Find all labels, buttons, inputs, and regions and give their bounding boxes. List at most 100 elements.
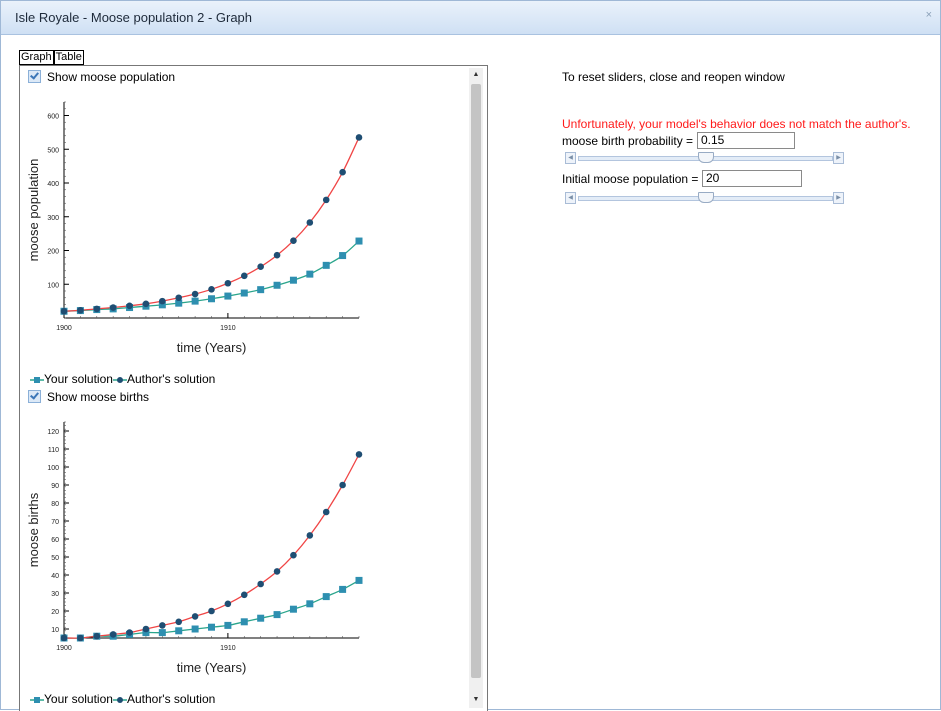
- slider-thumb[interactable]: [697, 152, 714, 163]
- author-solution-point: [273, 568, 281, 575]
- show-population-label: Show moose population: [47, 70, 176, 84]
- author-solution-point: [93, 305, 101, 313]
- y-tick-label: 80: [51, 501, 59, 508]
- author-solution-point: [77, 634, 84, 642]
- y-tick-label: 50: [51, 555, 59, 562]
- your-solution-point: [355, 576, 363, 584]
- your-solution-point: [208, 295, 215, 303]
- show-population-toggle[interactable]: Show moose population: [28, 70, 175, 84]
- x-axis-label: time (Years): [177, 340, 247, 355]
- y-tick-label: 600: [47, 114, 59, 121]
- slider-right-icon[interactable]: ▶: [833, 152, 844, 164]
- your-solution-point: [257, 286, 265, 294]
- births-legend: Your solution Author's solution: [30, 692, 215, 706]
- author-solution-point: [191, 613, 199, 620]
- author-solution-point: [77, 306, 84, 314]
- author-solution-swatch: [112, 377, 127, 383]
- author-solution-point: [60, 634, 68, 642]
- y-tick-label: 200: [47, 249, 59, 256]
- x-tick-label: 1900: [56, 645, 72, 652]
- scroll-thumb[interactable]: [471, 84, 481, 678]
- author-solution-point: [175, 294, 183, 302]
- slider-right-icon[interactable]: ▶: [833, 192, 844, 204]
- y-tick-label: 100: [47, 282, 59, 289]
- y-tick-label: 500: [47, 147, 59, 154]
- legend-your-solution: Your solution: [44, 692, 113, 706]
- vertical-scrollbar[interactable]: ▲ ▼: [469, 68, 483, 708]
- your-solution-point: [240, 618, 248, 626]
- x-tick-label: 1910: [220, 325, 236, 332]
- author-solution-point: [355, 134, 363, 141]
- x-tick-label: 1900: [56, 325, 72, 332]
- author-solution-point: [273, 251, 281, 259]
- slider-left-icon[interactable]: ◀: [565, 192, 576, 204]
- slider-left-icon[interactable]: ◀: [565, 152, 576, 164]
- your-solution-point: [289, 276, 297, 284]
- your-solution-swatch: [30, 377, 44, 383]
- author-solution-point: [175, 618, 183, 626]
- y-tick-label: 10: [51, 627, 59, 634]
- y-tick-label: 20: [51, 609, 59, 616]
- graph-panel: [19, 65, 488, 711]
- author-solution-point: [322, 196, 330, 204]
- initial-population-label: Initial moose population =: [562, 172, 699, 186]
- window-title: Isle Royale - Moose population 2 - Graph: [15, 10, 253, 25]
- births-chart: 10 20 30 40 50 60 70 80 90 100 110 120 1900 1910 time …: [28, 421, 363, 675]
- population-chart: 100 200 300 400 500 600 1900 1910 time (Years) mo…: [28, 101, 363, 355]
- author-solution-point: [208, 286, 215, 293]
- close-icon[interactable]: ×: [925, 9, 932, 21]
- y-tick-label: 70: [51, 519, 59, 526]
- author-solution-point: [142, 300, 150, 308]
- your-solution-point: [322, 593, 330, 601]
- your-solution-swatch: [30, 697, 44, 703]
- your-solution-point: [142, 629, 150, 637]
- author-solution-point: [159, 297, 166, 305]
- author-solution-point: [93, 632, 101, 640]
- your-solution-point: [289, 605, 297, 613]
- checkbox-icon[interactable]: [28, 390, 41, 403]
- author-solution-point: [240, 272, 248, 280]
- y-tick-label: 90: [51, 483, 59, 490]
- author-solution-point: [224, 600, 232, 608]
- author-solution-point: [257, 263, 264, 270]
- scroll-down-icon[interactable]: ▼: [472, 696, 480, 703]
- author-solution-point: [290, 551, 297, 559]
- title-bar[interactable]: Isle Royale - Moose population 2 - Graph…: [1, 1, 940, 35]
- your-solution-point: [306, 600, 314, 608]
- y-tick-label: 40: [51, 573, 59, 580]
- your-solution-point: [306, 270, 314, 278]
- author-solution-point: [306, 219, 314, 226]
- scroll-up-icon[interactable]: ▲: [472, 71, 480, 78]
- author-solution-point: [355, 451, 363, 458]
- tab-table[interactable]: Table: [53, 50, 84, 65]
- author-solution-point: [290, 237, 297, 245]
- slider-thumb[interactable]: [697, 192, 714, 203]
- your-solution-point: [257, 614, 265, 622]
- birth-probability-slider[interactable]: ◀ ▶: [565, 152, 844, 164]
- y-tick-label: 120: [47, 429, 59, 436]
- y-tick-label: 100: [47, 465, 59, 472]
- author-solution-point: [306, 532, 314, 539]
- author-solution-point: [208, 607, 215, 615]
- your-solution-point: [355, 237, 363, 245]
- your-solution-point: [175, 627, 183, 635]
- author-solution-point: [126, 302, 133, 310]
- checkbox-icon[interactable]: [28, 70, 41, 83]
- author-solution-point: [191, 290, 199, 298]
- initial-population-slider[interactable]: ◀ ▶: [565, 192, 844, 204]
- x-tick-label: 1910: [220, 645, 236, 652]
- your-solution-point: [224, 621, 232, 629]
- author-solution-point: [159, 622, 166, 629]
- y-tick-label: 400: [47, 181, 59, 188]
- initial-population-input[interactable]: 20: [702, 170, 802, 187]
- your-solution-point: [240, 289, 248, 297]
- y-tick-label: 30: [51, 591, 59, 598]
- your-solution-point: [224, 292, 232, 300]
- your-solution-point: [273, 611, 281, 619]
- y-tick-label: 60: [51, 537, 59, 544]
- your-solution-point: [175, 299, 183, 307]
- birth-probability-input[interactable]: 0.15: [697, 132, 795, 149]
- show-births-toggle[interactable]: Show moose births: [28, 390, 149, 404]
- tab-graph[interactable]: Graph: [19, 50, 54, 65]
- your-solution-point: [322, 261, 330, 269]
